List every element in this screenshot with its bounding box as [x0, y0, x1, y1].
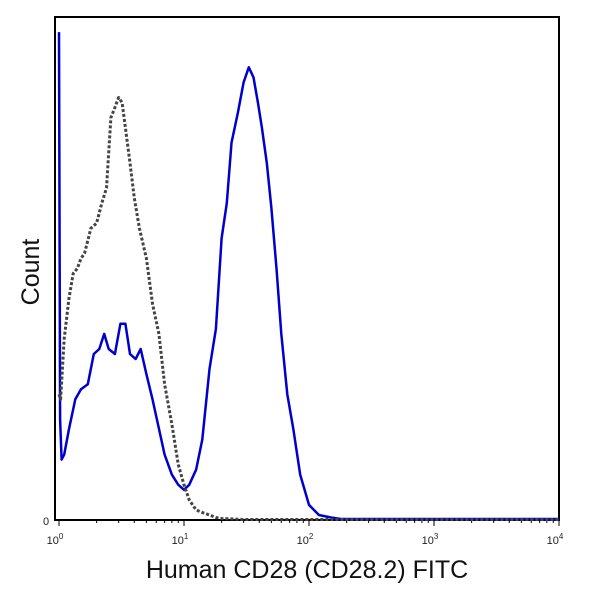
axis-ticks	[58, 520, 560, 526]
y-axis-title: Count	[17, 239, 45, 306]
x-tick-label-10^0: 100	[47, 532, 64, 547]
isotype-control-curve	[57, 96, 559, 521]
x-tick-label-10^2: 102	[297, 532, 314, 547]
y-tick-label-0: 0	[43, 516, 49, 528]
series-layer	[57, 32, 559, 521]
x-tick-label-10^3: 103	[422, 532, 439, 547]
tick-labels: 100 101 102 103 104	[47, 532, 564, 547]
plot-frame	[54, 16, 560, 521]
stained-sample-curve	[57, 32, 559, 521]
x-axis-title: Human CD28 (CD28.2) FITC	[146, 556, 468, 584]
x-tick-label-10^4: 104	[547, 532, 564, 547]
x-tick-label-10^1: 101	[172, 532, 189, 547]
